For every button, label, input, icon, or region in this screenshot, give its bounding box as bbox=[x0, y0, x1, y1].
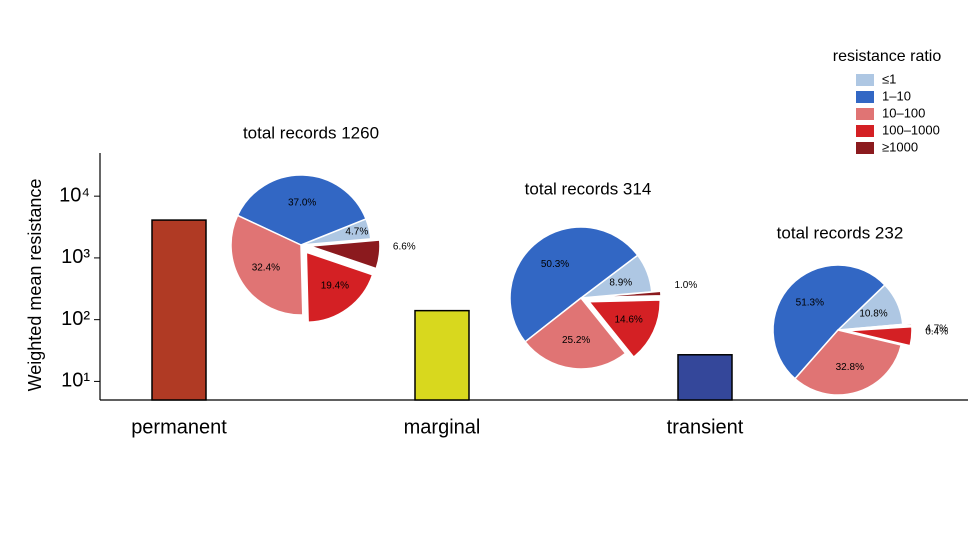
pie-slice bbox=[846, 322, 913, 331]
pie-slice bbox=[309, 239, 381, 270]
legend-label: 100–1000 bbox=[882, 122, 940, 137]
pie-slice bbox=[230, 214, 304, 316]
bar bbox=[414, 309, 470, 401]
pie-slice bbox=[587, 299, 661, 359]
pie-slice bbox=[524, 296, 627, 370]
pie-slice bbox=[846, 325, 913, 347]
pie-value-label: 10.8% bbox=[859, 309, 887, 320]
y-tick-label: 10³ bbox=[61, 246, 90, 268]
pie-title: total records 232 bbox=[777, 223, 904, 242]
pie-slice bbox=[236, 174, 367, 246]
y-tick-label: 10⁴ bbox=[59, 184, 90, 206]
pie-slice bbox=[772, 264, 886, 380]
pie-value-label: 37.0% bbox=[288, 198, 316, 209]
pie-title: total records 314 bbox=[525, 179, 652, 198]
legend-title: resistance ratio bbox=[833, 48, 942, 65]
bar bbox=[151, 219, 207, 401]
pie-slice bbox=[793, 329, 903, 396]
pie-value-label: 6.6% bbox=[393, 242, 416, 253]
pie-value-label: 8.9% bbox=[609, 277, 632, 288]
pie-value-label: 19.4% bbox=[321, 281, 349, 292]
legend-swatch bbox=[856, 125, 874, 137]
pie-value-label: 32.4% bbox=[252, 263, 280, 274]
legend-label: ≤1 bbox=[882, 71, 896, 86]
pie-title: total records 1260 bbox=[243, 123, 379, 142]
legend-label: 10–100 bbox=[882, 105, 925, 120]
pie-value-label: 51.3% bbox=[796, 298, 824, 309]
pie-value-label: 32.8% bbox=[836, 362, 864, 373]
pie-slice bbox=[509, 226, 639, 343]
y-axis-label: Weighted mean resistance bbox=[25, 179, 45, 392]
legend-swatch bbox=[856, 91, 874, 103]
x-tick-label: marginal bbox=[404, 416, 481, 438]
x-tick-label: transient bbox=[667, 416, 744, 438]
pie-slice bbox=[305, 251, 374, 323]
pie-value-label: 50.3% bbox=[541, 259, 569, 270]
legend-swatch bbox=[856, 108, 874, 120]
pie-value-label: 25.2% bbox=[562, 335, 590, 346]
bar bbox=[677, 354, 733, 401]
pie-value-label: 1.0% bbox=[674, 280, 697, 291]
y-tick-label: 10¹ bbox=[61, 370, 90, 392]
pie-value-label: 4.7% bbox=[925, 323, 948, 334]
legend-label: ≥1000 bbox=[882, 139, 918, 154]
y-tick-label: 10² bbox=[61, 308, 90, 330]
pie-value-label: 4.7% bbox=[345, 226, 368, 237]
pie-value-label: 14.6% bbox=[614, 314, 642, 325]
pie-slice bbox=[589, 290, 662, 299]
legend-label: 1–10 bbox=[882, 88, 911, 103]
legend-swatch bbox=[856, 74, 874, 86]
pie-value-label: 0.4% bbox=[925, 327, 948, 338]
x-tick-label: permanent bbox=[131, 416, 227, 438]
legend-swatch bbox=[856, 142, 874, 154]
